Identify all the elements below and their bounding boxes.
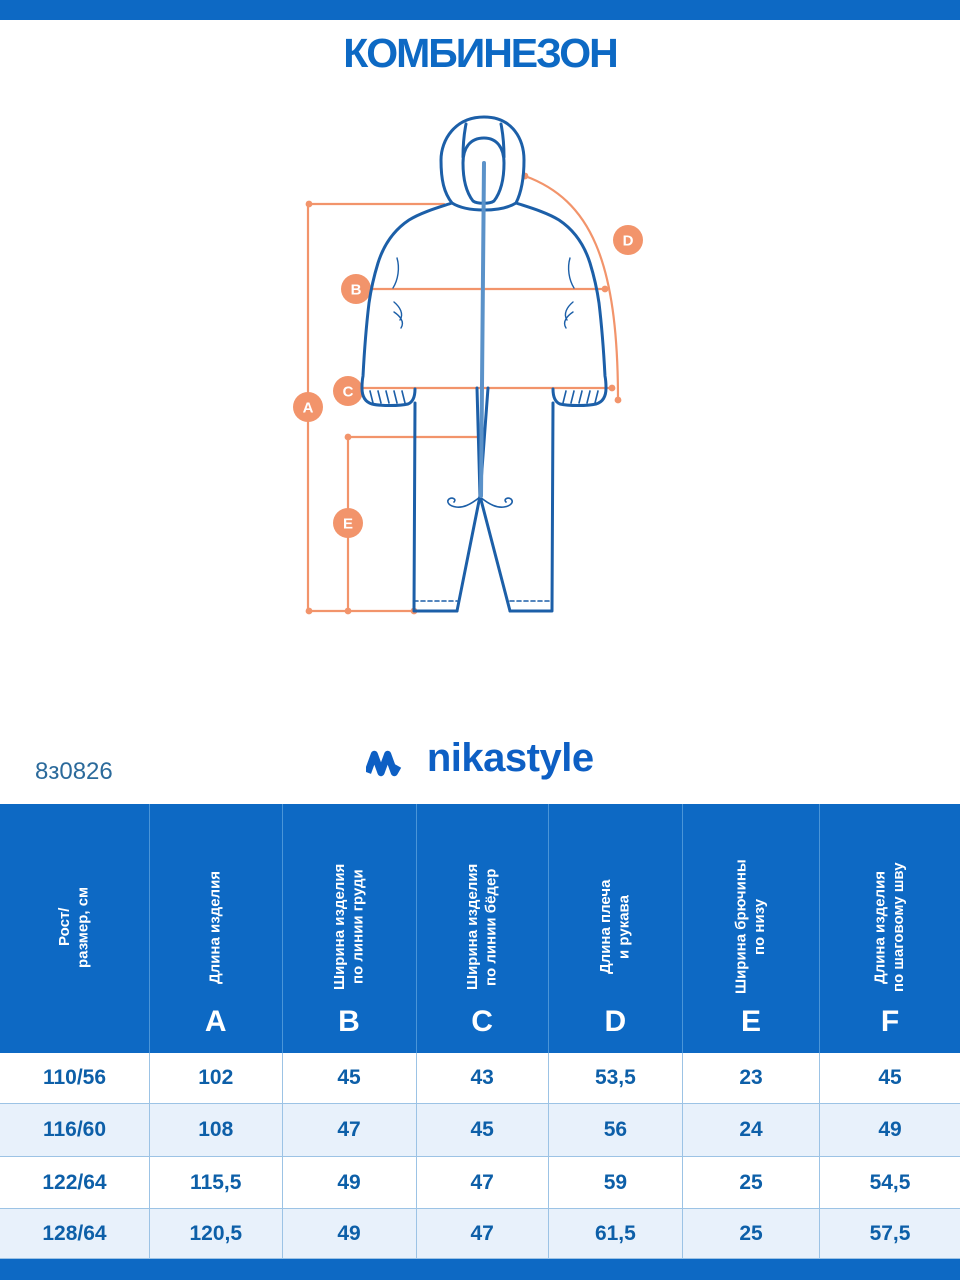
svg-text:C: C [343,384,354,401]
svg-text:B: B [351,282,362,299]
svg-text:A: A [303,400,314,417]
svg-text:D: D [623,233,634,250]
svg-text:E: E [343,516,353,533]
